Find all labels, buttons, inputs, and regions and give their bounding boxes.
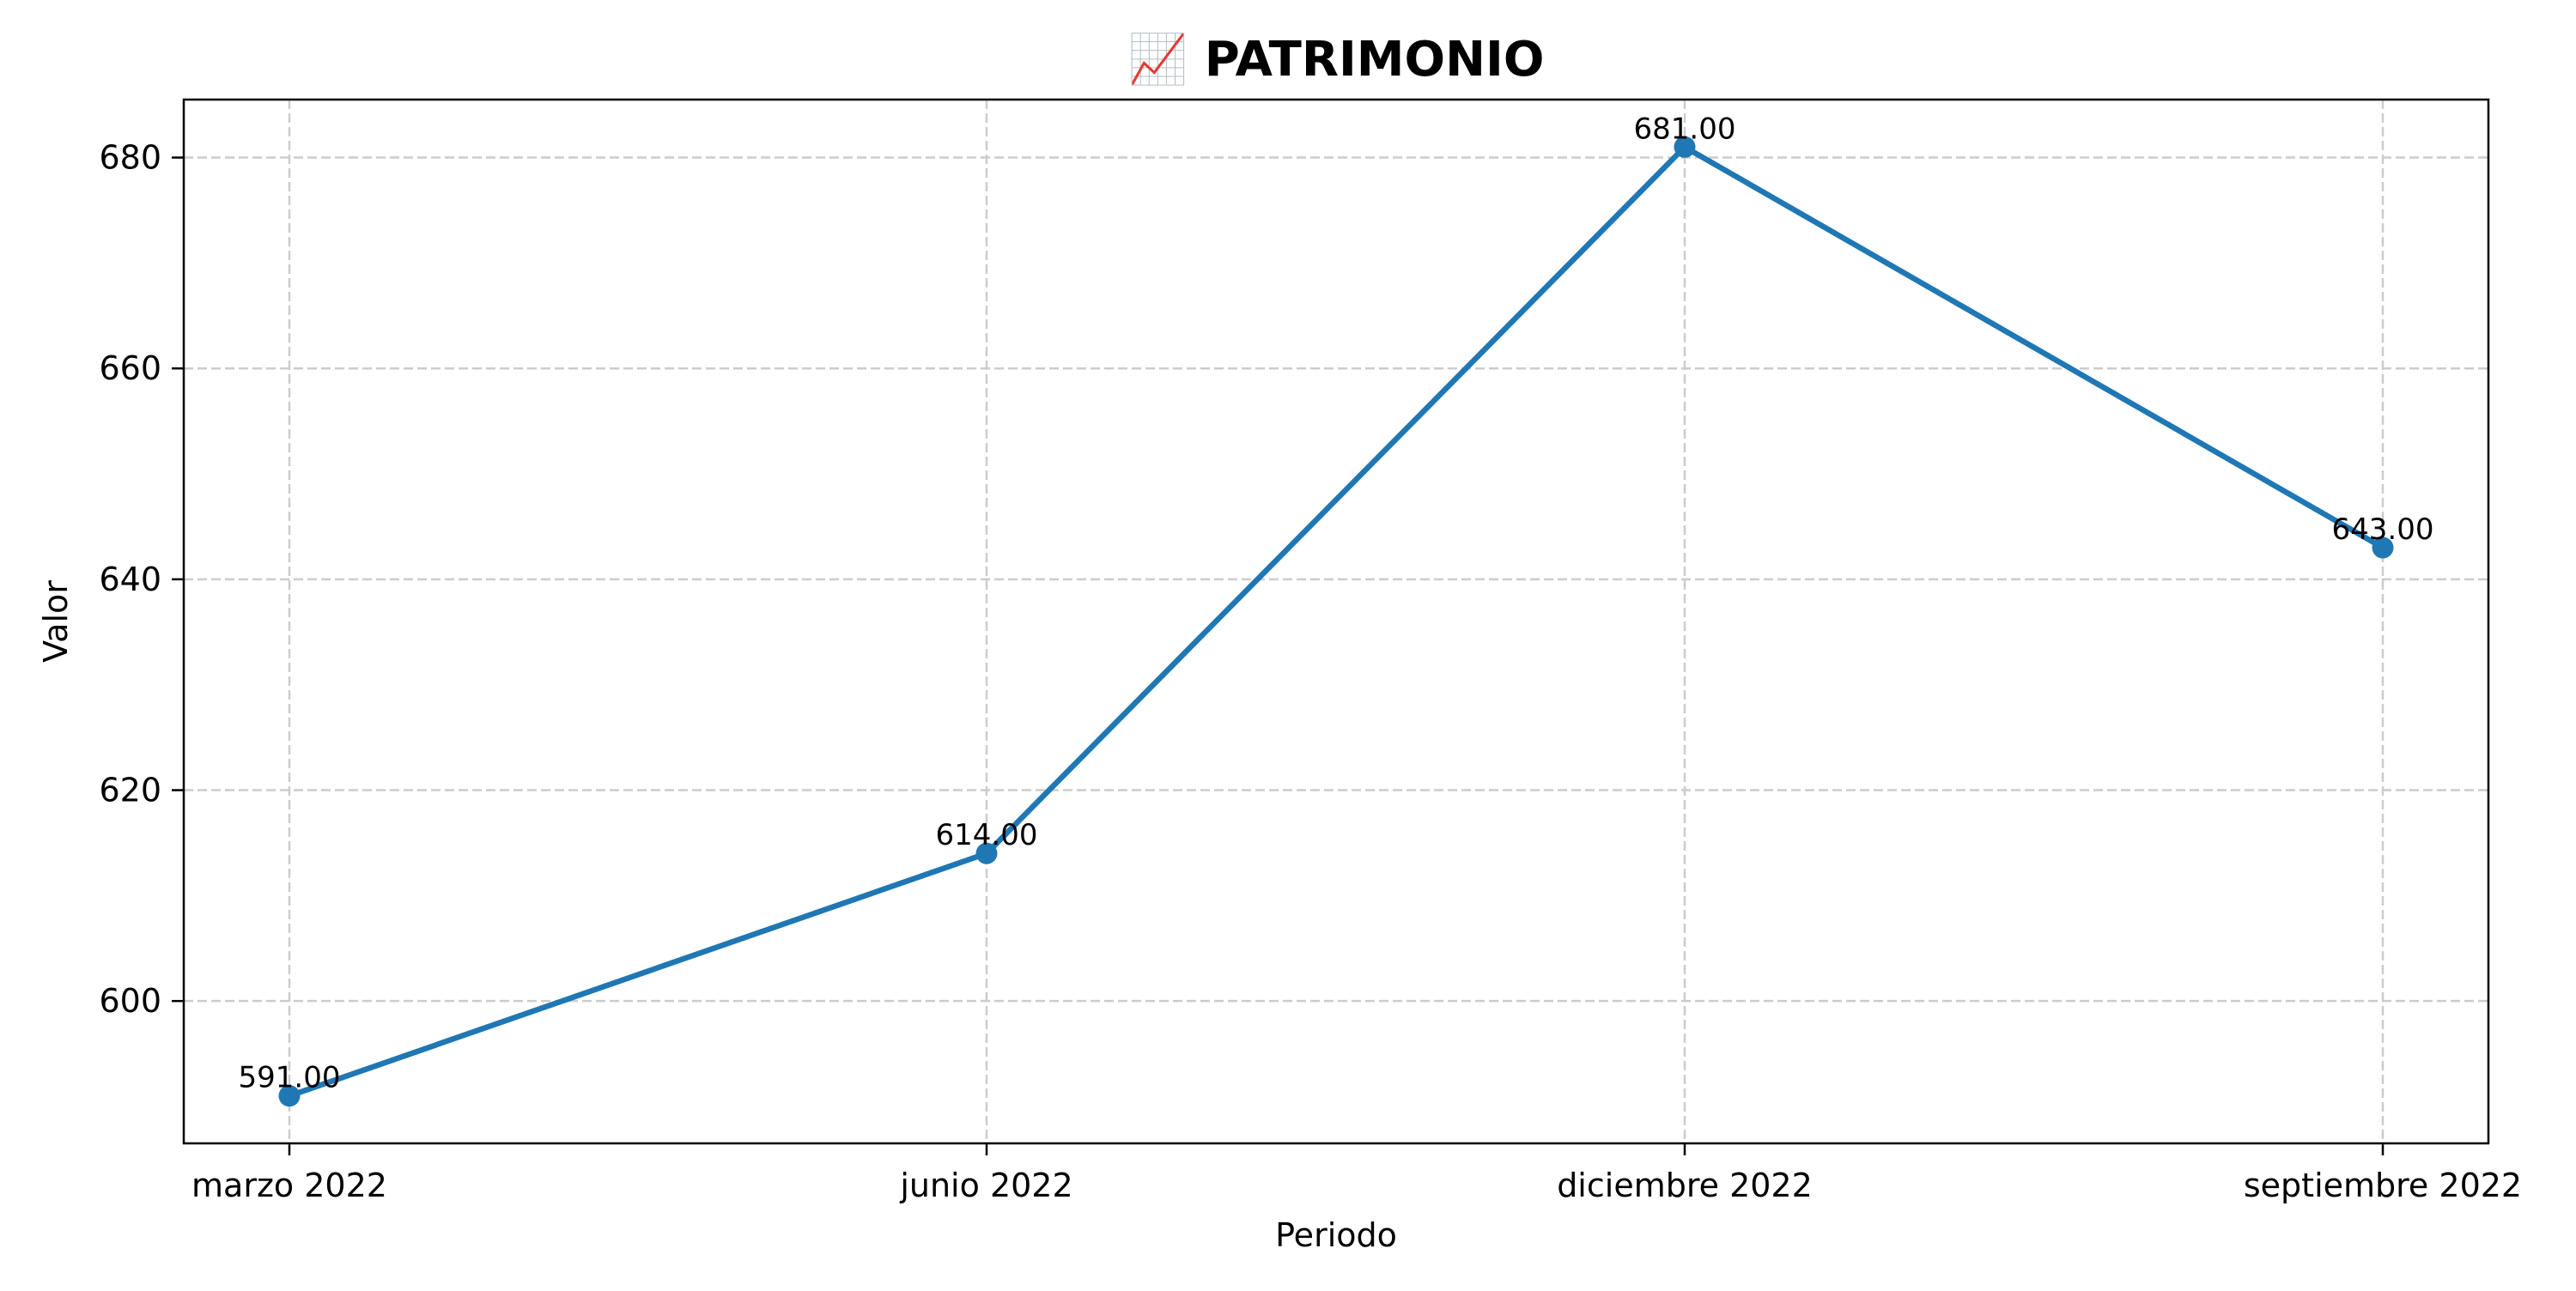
grid (184, 100, 2488, 1143)
y-tick-label: 680 (99, 139, 161, 177)
y-axis-label: Valor (37, 580, 75, 663)
y-tick-label: 640 (99, 561, 161, 598)
x-tick-label: marzo 2022 (191, 1167, 387, 1204)
x-axis-ticks: marzo 2022 junio 2022 diciembre 2022 septie… (191, 1143, 2522, 1204)
x-tick-label: diciembre 2022 (1557, 1167, 1813, 1204)
data-point (975, 842, 998, 864)
data-point (278, 1085, 301, 1107)
series-line (286, 144, 2386, 1099)
chart-title: 📈 PATRIMONIO (1128, 32, 1545, 88)
data-point (2372, 536, 2394, 559)
data-label: 591.00 (239, 1061, 341, 1095)
y-axis-ticks: 600 620 640 660 680 (99, 139, 184, 1020)
x-axis-label: Periodo (1275, 1216, 1397, 1254)
data-label: 614.00 (936, 818, 1038, 852)
y-tick-label: 600 (99, 982, 161, 1020)
data-label: 643.00 (2332, 512, 2434, 547)
data-label: 681.00 (1634, 112, 1736, 146)
x-tick-label: junio 2022 (899, 1167, 1072, 1204)
plot-frame (182, 98, 2490, 1145)
y-tick-label: 660 (99, 349, 161, 387)
data-labels: 591.00 614.00 681.00 643.00 (239, 112, 2434, 1094)
x-tick-label: septiembre 2022 (2244, 1167, 2522, 1204)
series (278, 136, 2394, 1107)
y-tick-label: 620 (99, 772, 161, 809)
data-point (1674, 136, 1696, 158)
